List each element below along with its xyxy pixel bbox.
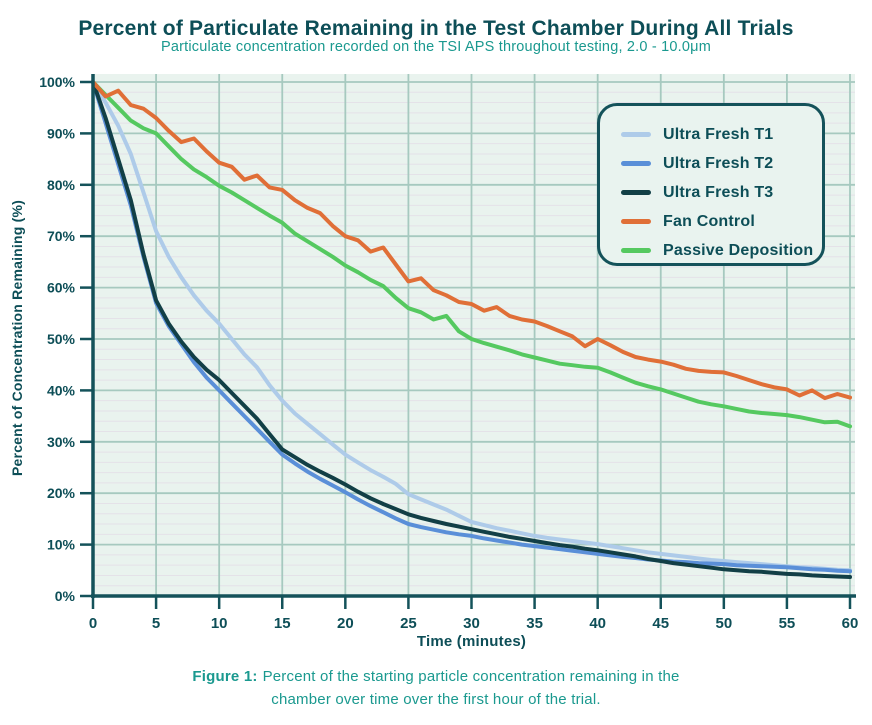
x-tick-label: 35	[526, 615, 543, 632]
x-axis-title: Time (minutes)	[416, 633, 527, 650]
legend-item: Passive Deposition	[621, 236, 822, 265]
x-tick-label: 30	[463, 615, 480, 632]
x-tick-label: 50	[715, 615, 732, 632]
figure-caption-label: Figure 1:	[192, 668, 258, 685]
y-tick-label: 80%	[47, 177, 76, 193]
chart-legend: Ultra Fresh T1 Ultra Fresh T2 Ultra Fresh …	[597, 103, 825, 266]
x-tick-label: 10	[211, 615, 228, 632]
legend-item: Ultra Fresh T1	[621, 120, 822, 149]
x-tick-label: 20	[337, 615, 354, 632]
x-tick-label: 45	[652, 615, 669, 632]
series-line-fan-control	[91, 80, 852, 401]
y-axis-title: Percent of Concentration Remaining (%)	[9, 200, 25, 476]
x-tick-label: 15	[274, 615, 291, 632]
x-tick-label: 5	[152, 615, 160, 632]
y-tick-label: 100%	[39, 74, 75, 90]
y-tick-label: 20%	[47, 485, 76, 501]
figure-caption-line1: Percent of the starting particle concent…	[262, 668, 680, 685]
x-tick-label: 25	[400, 615, 417, 632]
legend-swatch	[621, 161, 651, 166]
series-line-ultra-fresh-t1	[91, 80, 852, 573]
legend-label: Ultra Fresh T3	[663, 183, 774, 201]
x-tick-label: 40	[589, 615, 606, 632]
x-tick-label: 60	[842, 615, 859, 632]
y-tick-label: 60%	[47, 280, 76, 296]
x-tick-label: 55	[779, 615, 796, 632]
legend-item: Ultra Fresh T2	[621, 149, 822, 178]
y-tick-label: 70%	[47, 228, 76, 244]
legend-label: Passive Deposition	[663, 241, 814, 259]
page-subtitle: Particulate concentration recorded on th…	[160, 39, 712, 55]
x-tick-label: 0	[89, 615, 97, 632]
series-line-ultra-fresh-t2	[91, 80, 852, 574]
legend-label: Ultra Fresh T1	[663, 125, 774, 143]
page-title: Percent of Particulate Remaining in the …	[78, 17, 794, 41]
legend-label: Ultra Fresh T2	[663, 154, 774, 172]
y-tick-label: 0%	[55, 588, 76, 604]
series-line-passive-deposition	[91, 80, 852, 429]
figure-caption-line2: chamber over time over the first hour of…	[271, 691, 601, 708]
legend-swatch	[621, 219, 651, 224]
y-tick-label: 90%	[47, 125, 76, 141]
y-tick-label: 30%	[47, 434, 76, 450]
legend-swatch	[621, 248, 651, 253]
y-tick-label: 40%	[47, 382, 76, 398]
legend-item: Ultra Fresh T3	[621, 178, 822, 207]
y-tick-label: 10%	[47, 537, 76, 553]
legend-item: Fan Control	[621, 207, 822, 236]
series-line-ultra-fresh-t3	[91, 80, 852, 579]
legend-swatch	[621, 132, 651, 137]
y-tick-label: 50%	[47, 331, 76, 347]
legend-label: Fan Control	[663, 212, 755, 230]
line-chart-canvas: 0% 10% 20% 30% 40% 50% 60% 70% 80% 90% 100% 0 5 10 15 2…	[39, 74, 859, 632]
legend-swatch	[621, 190, 651, 195]
figure-caption: Figure 1: Percent of the starting particl…	[0, 665, 872, 711]
